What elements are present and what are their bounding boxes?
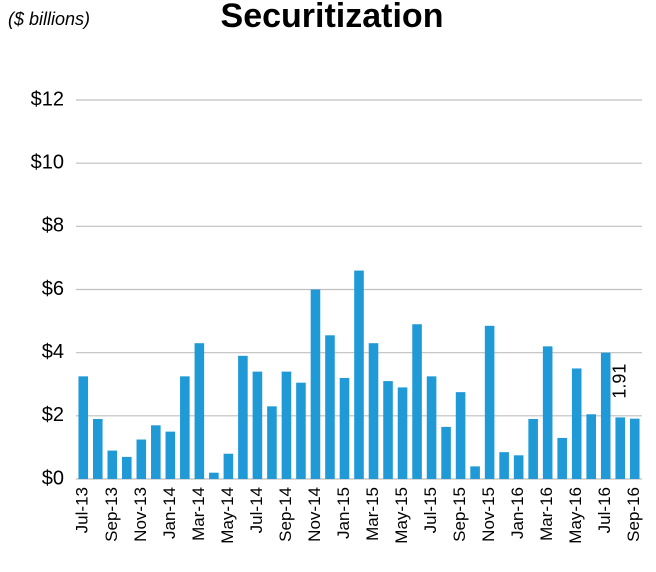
x-tick-label: May-15 [392, 487, 411, 544]
x-tick-label: Mar-14 [189, 487, 208, 541]
bar [629, 418, 640, 479]
chart-subtitle: ($ billions) [8, 9, 90, 29]
bar [615, 417, 626, 479]
x-tick-label: Sep-16 [624, 487, 643, 542]
y-tick-label: $2 [42, 404, 64, 426]
bar [557, 437, 567, 479]
bar [368, 343, 379, 479]
bar [397, 387, 408, 479]
bar [571, 368, 582, 479]
bar [92, 418, 103, 479]
bar [383, 381, 393, 479]
bar [238, 355, 248, 479]
x-tick-label: Sep-14 [276, 487, 295, 542]
bar [499, 452, 509, 479]
x-tick-label: Mar-15 [363, 487, 382, 541]
bar [426, 376, 437, 479]
bar [455, 392, 466, 479]
bar [136, 439, 147, 479]
bar [542, 346, 553, 479]
x-tick-label: Jan-14 [160, 487, 179, 539]
x-tick-label: Mar-16 [537, 487, 556, 541]
y-tick-label: $8 [42, 215, 64, 237]
bar [194, 343, 205, 479]
y-tick-label: $4 [42, 341, 64, 363]
bar [441, 426, 451, 479]
bar [470, 466, 480, 479]
data-label: 1.91 [609, 364, 629, 399]
x-tick-label: Jul-13 [73, 487, 92, 533]
bar [528, 418, 538, 479]
bar [354, 270, 364, 479]
bar [600, 352, 611, 479]
bar [586, 414, 596, 479]
bar [325, 335, 335, 479]
x-tick-label: Nov-14 [305, 487, 324, 542]
y-tick-label: $0 [42, 467, 64, 489]
x-tick-label: Sep-15 [450, 487, 469, 542]
x-tick-label: Jan-16 [508, 487, 527, 539]
x-tick-label: Jan-15 [334, 487, 353, 539]
x-tick-label: Nov-15 [479, 487, 498, 542]
y-tick-label: $12 [31, 88, 64, 110]
bar [339, 377, 350, 479]
bar [252, 371, 263, 479]
y-tick-label: $6 [42, 278, 64, 300]
bar [267, 406, 277, 479]
bar [412, 324, 422, 479]
bar [484, 325, 495, 479]
x-tick-label: Nov-13 [131, 487, 150, 542]
bar [209, 472, 219, 479]
x-tick-label: Sep-13 [102, 487, 121, 542]
x-tick-label: Jul-14 [247, 487, 266, 533]
bar [165, 431, 176, 479]
chart-title: Securitization [221, 0, 444, 35]
x-tick-label: Jul-16 [595, 487, 614, 533]
bar [513, 455, 524, 479]
bar [151, 425, 161, 479]
bar [180, 376, 190, 479]
bar [310, 289, 321, 479]
x-tick-label: May-14 [218, 487, 237, 544]
bar [296, 382, 306, 479]
bar [281, 371, 292, 479]
bar [223, 453, 234, 479]
x-tick-label: May-16 [566, 487, 585, 544]
bar [78, 376, 89, 479]
y-tick-label: $10 [31, 151, 64, 173]
x-tick-label: Jul-15 [421, 487, 440, 533]
bar [107, 450, 118, 479]
bar [122, 456, 132, 479]
